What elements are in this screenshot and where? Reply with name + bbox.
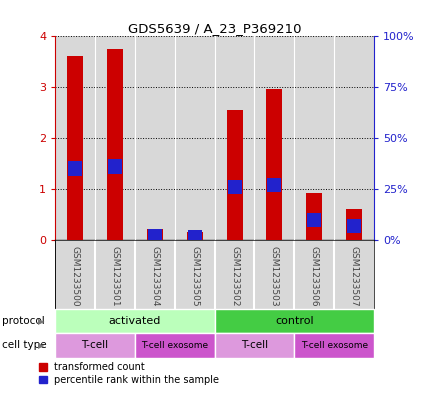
Bar [108, 160, 122, 174]
Bar [306, 193, 322, 240]
Bar [307, 213, 321, 227]
Text: ▶: ▶ [38, 317, 45, 325]
Bar [227, 110, 243, 240]
Text: T-cell: T-cell [82, 340, 109, 351]
Bar [188, 230, 202, 244]
Text: GSM1233502: GSM1233502 [230, 246, 239, 306]
Bar [187, 232, 203, 240]
Title: GDS5639 / A_23_P369210: GDS5639 / A_23_P369210 [128, 22, 301, 35]
Text: ▶: ▶ [38, 341, 45, 350]
Text: activated: activated [109, 316, 161, 326]
Bar [215, 333, 294, 358]
Bar [347, 219, 361, 233]
Bar [107, 48, 123, 240]
Bar [346, 209, 362, 240]
Bar [215, 309, 374, 333]
Text: GSM1233501: GSM1233501 [110, 246, 119, 306]
Text: T-cell: T-cell [241, 340, 268, 351]
Bar [267, 178, 281, 192]
Bar [147, 229, 163, 240]
Bar [135, 333, 215, 358]
Legend: transformed count, percentile rank within the sample: transformed count, percentile rank withi… [39, 362, 219, 385]
Text: cell type: cell type [2, 340, 47, 351]
Text: GSM1233505: GSM1233505 [190, 246, 199, 306]
Text: protocol: protocol [2, 316, 45, 326]
Text: GSM1233500: GSM1233500 [71, 246, 79, 306]
Bar [266, 89, 282, 240]
Bar [68, 162, 82, 176]
Text: GSM1233504: GSM1233504 [150, 246, 159, 306]
Text: GSM1233503: GSM1233503 [270, 246, 279, 306]
Text: T-cell exosome: T-cell exosome [300, 341, 368, 350]
Text: control: control [275, 316, 314, 326]
Bar [227, 180, 241, 194]
Text: GSM1233506: GSM1233506 [310, 246, 319, 306]
Bar [55, 309, 215, 333]
Text: T-cell exosome: T-cell exosome [141, 341, 208, 350]
Text: GSM1233507: GSM1233507 [350, 246, 359, 306]
Bar [148, 229, 162, 243]
Bar [294, 333, 374, 358]
Bar [55, 333, 135, 358]
Bar [67, 56, 83, 240]
